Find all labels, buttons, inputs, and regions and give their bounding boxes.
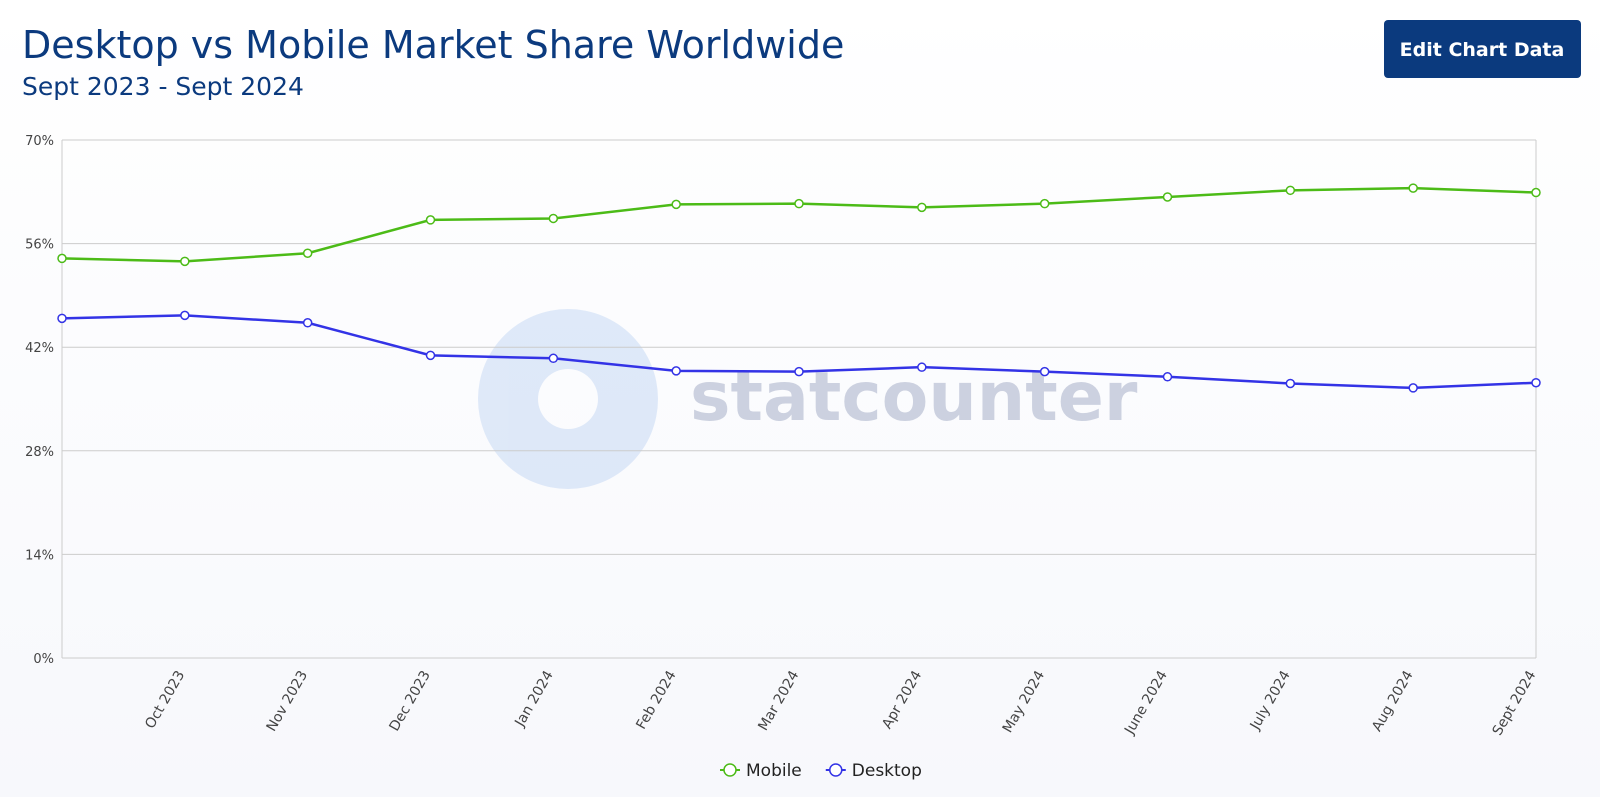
- data-point: [1039, 366, 1050, 377]
- legend-label: Desktop: [852, 761, 922, 781]
- y-tick-label: 70%: [25, 134, 54, 149]
- data-point: [57, 253, 67, 264]
- y-tick-label: 42%: [25, 341, 54, 356]
- x-tick-label: May 2024: [1000, 668, 1048, 736]
- data-point: [1285, 185, 1296, 196]
- data-point: [548, 353, 559, 364]
- y-tick-label: 14%: [25, 548, 54, 563]
- button-label[interactable]: Edit Chart Data: [1400, 39, 1565, 61]
- data-point: [180, 256, 190, 267]
- data-point: [1408, 383, 1418, 393]
- watermark-text: statcounter: [690, 358, 1138, 437]
- data-point: [671, 366, 681, 376]
- chart-title: Desktop vs Mobile Market Share Worldwide: [22, 23, 844, 67]
- data-point: [425, 350, 436, 361]
- data-point: [1285, 378, 1296, 389]
- data-point: [548, 213, 559, 224]
- legend-marker: [723, 763, 737, 777]
- x-tick-label: Nov 2023: [264, 668, 312, 734]
- button-bg[interactable]: [1384, 20, 1581, 78]
- data-point: [1162, 372, 1173, 382]
- x-tick-label: Feb 2024: [633, 668, 679, 732]
- x-tick-label: Sept 2024: [1490, 668, 1540, 738]
- x-tick-label: Dec 2023: [387, 668, 434, 734]
- watermark-hole: [538, 369, 598, 429]
- data-point: [794, 198, 804, 209]
- data-point: [1039, 198, 1050, 209]
- legend-marker: [829, 763, 843, 777]
- data-point: [57, 313, 67, 324]
- data-point: [302, 248, 313, 258]
- y-tick-label: 56%: [25, 238, 54, 253]
- x-tick-label: Apr 2024: [879, 668, 925, 732]
- x-tick-label: July 2024: [1247, 668, 1294, 733]
- y-tick-label: 28%: [25, 445, 54, 460]
- data-point: [1408, 183, 1418, 193]
- data-point: [180, 310, 190, 321]
- x-tick-label: Jan 2024: [512, 668, 557, 730]
- data-point: [1162, 192, 1173, 202]
- watermark-logo: [478, 309, 658, 489]
- data-point: [917, 202, 927, 213]
- watermark: statcounter: [478, 309, 1138, 489]
- x-tick-label: Aug 2024: [1369, 668, 1417, 734]
- data-point: [917, 362, 927, 372]
- y-tick-label: 0%: [33, 652, 54, 667]
- data-point: [1531, 377, 1541, 388]
- x-tick-label: June 2024: [1121, 668, 1171, 738]
- x-tick-label: Mar 2024: [755, 668, 802, 734]
- edit-button[interactable]: Edit Chart Data: [1384, 20, 1581, 78]
- data-point: [671, 199, 681, 210]
- x-tick-label: Oct 2023: [142, 668, 188, 732]
- data-point: [425, 215, 436, 225]
- data-point: [302, 318, 313, 328]
- chart-subtitle: Sept 2023 - Sept 2024: [22, 72, 304, 101]
- data-point: [794, 366, 804, 377]
- legend-label: Mobile: [746, 761, 802, 781]
- data-point: [1531, 187, 1541, 198]
